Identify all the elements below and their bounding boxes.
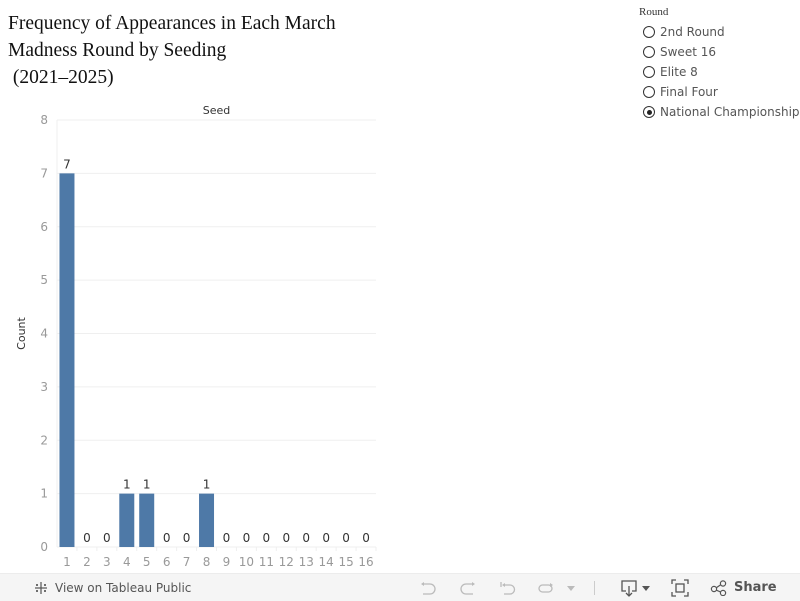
data-label: 1 [123,478,131,492]
refresh-dropdown[interactable] [566,574,576,601]
data-label: 0 [163,531,171,545]
data-label: 0 [223,531,231,545]
round-option-2nd-round[interactable]: 2nd Round [643,22,800,42]
round-option-label: 2nd Round [660,25,725,39]
round-option-sweet-16[interactable]: Sweet 16 [643,42,800,62]
chevron-down-icon [567,585,575,591]
fullscreen-icon [671,578,689,597]
undo-icon [421,581,436,595]
data-label: 0 [183,531,191,545]
x-tick-label: 5 [143,555,151,569]
round-option-national-championship[interactable]: National Championship [643,102,800,122]
y-tick-label: 8 [40,113,48,127]
data-label: 0 [302,531,310,545]
share-button[interactable]: Share [710,574,777,601]
refresh-icon [538,582,553,593]
refresh-button[interactable] [536,574,556,601]
data-label: 0 [103,531,111,545]
x-tick-label: 1 [63,555,71,569]
round-option-elite-8[interactable]: Elite 8 [643,62,800,82]
fullscreen-button[interactable] [671,574,689,601]
y-axis-title: Count [15,316,28,349]
y-tick-label: 3 [40,380,48,394]
y-tick-label: 6 [40,220,48,234]
data-label: 0 [83,531,91,545]
data-label: 0 [263,531,271,545]
radio-button[interactable] [643,26,655,38]
tableau-toolbar: View on Tableau Public [0,573,800,601]
bar-chart: Seed012345678Count7102031415060718090100… [15,104,377,569]
y-tick-label: 1 [40,487,48,501]
bar-seed-4[interactable] [119,493,135,547]
radio-button[interactable] [643,66,655,78]
revert-icon [500,581,516,595]
x-tick-label: 4 [123,555,131,569]
x-tick-label: 16 [358,555,373,569]
title-line-2: Madness Round by Seeding [8,40,227,61]
data-label: 0 [282,531,290,545]
y-tick-label: 0 [40,540,48,554]
radio-button[interactable] [643,106,655,118]
x-tick-label: 13 [299,555,314,569]
chart-title: Frequency of Appearances in Each March M… [8,10,378,91]
redo-button[interactable] [458,574,478,601]
bar-seed-1[interactable] [59,173,75,547]
round-option-label: National Championship [660,105,800,119]
round-filter: Round 2nd Round Sweet 16 Elite 8 Final Four… [639,6,800,122]
data-label: 7 [63,157,71,171]
y-tick-label: 2 [40,433,48,447]
y-tick-label: 5 [40,273,48,287]
round-option-label: Elite 8 [660,65,698,79]
radio-button[interactable] [643,86,655,98]
x-tick-label: 2 [83,555,91,569]
bar-seed-8[interactable] [199,493,215,547]
data-label: 0 [243,531,251,545]
x-tick-label: 10 [239,555,254,569]
x-tick-label: 14 [319,555,334,569]
x-tick-label: 12 [279,555,294,569]
round-option-final-four[interactable]: Final Four [643,82,800,102]
download-icon [621,579,650,597]
revert-button[interactable] [498,574,518,601]
round-option-label: Sweet 16 [660,45,716,59]
title-line-1: Frequency of Appearances in Each March [8,13,336,34]
data-label: 0 [362,531,370,545]
share-icon [710,579,727,596]
view-on-tableau-label: View on Tableau Public [55,580,192,595]
round-filter-title: Round [639,6,669,18]
data-label: 0 [342,531,350,545]
column-header: Seed [203,104,231,117]
x-tick-label: 3 [103,555,111,569]
undo-button[interactable] [418,574,438,601]
share-label: Share [734,580,777,595]
y-tick-label: 7 [40,166,48,180]
tableau-logo-icon [35,581,47,594]
x-tick-label: 6 [163,555,171,569]
round-option-label: Final Four [660,85,718,99]
x-tick-label: 9 [223,555,231,569]
title-line-3: (2021–2025) [8,67,114,88]
radio-button[interactable] [643,46,655,58]
download-button[interactable] [620,574,654,601]
data-label: 1 [203,478,211,492]
view-on-tableau-link[interactable]: View on Tableau Public [33,574,191,601]
toolbar-divider [594,574,595,601]
data-label: 1 [143,478,151,492]
redo-icon [460,581,475,595]
bar-seed-5[interactable] [139,493,155,547]
x-tick-label: 7 [183,555,191,569]
x-tick-label: 8 [203,555,211,569]
x-tick-label: 15 [338,555,353,569]
x-tick-label: 11 [259,555,274,569]
data-label: 0 [322,531,330,545]
y-tick-label: 4 [40,327,48,341]
